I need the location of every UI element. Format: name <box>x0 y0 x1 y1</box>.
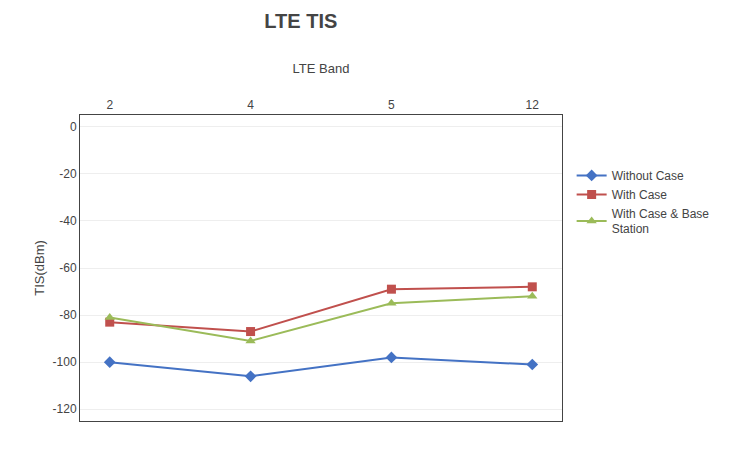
svg-text:-100: -100 <box>53 355 77 369</box>
svg-text:-80: -80 <box>59 308 77 322</box>
svg-text:-120: -120 <box>53 402 77 416</box>
svg-text:LTE Band: LTE Band <box>293 61 350 76</box>
svg-text:4: 4 <box>247 98 254 112</box>
svg-text:-60: -60 <box>59 261 77 275</box>
svg-text:With Case: With Case <box>612 188 668 202</box>
svg-text:5: 5 <box>388 98 395 112</box>
svg-text:12: 12 <box>526 98 540 112</box>
svg-text:0: 0 <box>70 120 77 134</box>
svg-text:LTE TIS: LTE TIS <box>264 10 337 32</box>
svg-text:2: 2 <box>106 98 113 112</box>
svg-text:-40: -40 <box>59 214 77 228</box>
svg-text:TIS(dBm): TIS(dBm) <box>32 240 47 296</box>
svg-text:Without Case: Without Case <box>612 169 684 183</box>
svg-text:With Case & BaseStation: With Case & BaseStation <box>612 207 710 237</box>
svg-text:-20: -20 <box>59 167 77 181</box>
